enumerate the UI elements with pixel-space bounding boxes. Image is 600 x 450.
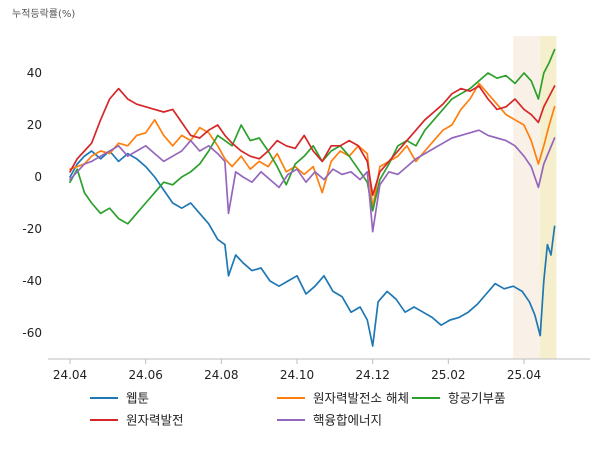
- y-tick-label: -60: [22, 326, 42, 340]
- legend-label: 원자력발전: [126, 413, 184, 428]
- y-tick-label: 0: [34, 170, 42, 184]
- legend-label: 웹툰: [126, 391, 149, 406]
- y-axis: 40 20 0 -20 -40 -60: [22, 66, 42, 340]
- x-tick-label: 24.10: [280, 368, 314, 382]
- x-tick-label: 24.08: [204, 368, 238, 382]
- series-lines: [69, 48, 556, 347]
- x-tick-label: 25.02: [431, 368, 465, 382]
- legend-label: 항공기부품: [448, 391, 506, 406]
- y-tick-label: 40: [27, 66, 42, 80]
- series-line-4: [69, 85, 556, 197]
- legend-item-5: 핵융합에너지: [277, 413, 382, 428]
- x-tick-label: 25.04: [507, 368, 541, 382]
- legend-item-4: 원자력발전: [90, 413, 184, 428]
- legend-item-2: 원자력발전소 해체: [277, 391, 409, 406]
- series-line-5: [69, 129, 556, 233]
- series-line-2: [69, 82, 556, 210]
- series-line-1: [69, 150, 556, 347]
- series-line-3: [69, 48, 556, 225]
- x-tick-label: 24.06: [128, 368, 162, 382]
- x-tick-label: 24.04: [53, 368, 87, 382]
- legend-label: 원자력발전소 해체: [313, 391, 409, 406]
- unit-label: 누적등락률(%): [12, 8, 75, 20]
- x-axis: 24.04 24.06 24.08 24.10 24.12 25.02 25.04: [53, 359, 541, 382]
- y-tick-label: -20: [22, 222, 42, 236]
- x-tick-label: 24.12: [355, 368, 389, 382]
- y-tick-label: -40: [22, 274, 42, 288]
- y-tick-label: 20: [27, 118, 42, 132]
- highlight-bands: [513, 36, 557, 359]
- legend-item-3: 항공기부품: [412, 391, 506, 406]
- legend-item-1: 웹툰: [90, 391, 149, 406]
- legend-label: 핵융합에너지: [313, 413, 382, 428]
